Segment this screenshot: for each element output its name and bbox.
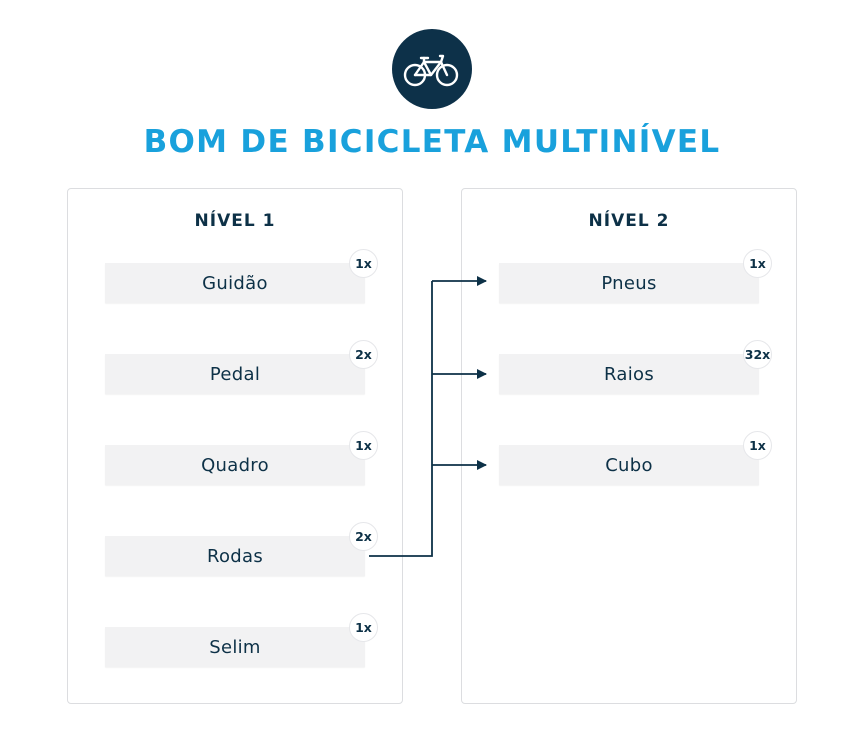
level-1-item-guidao[interactable]: Guidão 1x [105, 249, 378, 303]
level-2-item-raios[interactable]: Raios 32x [499, 340, 772, 394]
quantity-badge: 32x [743, 340, 772, 369]
level-1-title: NÍVEL 1 [194, 211, 276, 231]
item-label: Pneus [601, 273, 657, 294]
item-label: Raios [603, 364, 655, 385]
logo-badge [392, 29, 472, 109]
item-label: Quadro [201, 455, 269, 476]
level-1-panel: NÍVEL 1 Guidão 1x Pedal 2x Quadro 1x Rod… [67, 188, 403, 704]
item-label: Cubo [605, 455, 653, 476]
quantity-badge: 2x [349, 522, 378, 551]
level-1-item-quadro[interactable]: Quadro 1x [105, 431, 378, 485]
level-2-title: NÍVEL 2 [588, 211, 670, 231]
level-1-item-rodas[interactable]: Rodas 2x [105, 522, 378, 576]
item-label: Pedal [209, 364, 261, 385]
page-title: BOM DE BICICLETA MULTINÍVEL [143, 124, 721, 160]
quantity-badge: 1x [349, 613, 378, 642]
quantity-badge: 1x [349, 431, 378, 460]
quantity-badge: 2x [349, 340, 378, 369]
quantity-badge: 1x [743, 431, 772, 460]
item-label: Rodas [206, 546, 264, 567]
level-1-item-pedal[interactable]: Pedal 2x [105, 340, 378, 394]
level-2-item-cubo[interactable]: Cubo 1x [499, 431, 772, 485]
level-1-item-selim[interactable]: Selim 1x [105, 613, 378, 667]
quantity-badge: 1x [743, 249, 772, 278]
quantity-badge: 1x [349, 249, 378, 278]
connector-trunk [369, 281, 433, 557]
level-2-panel: NÍVEL 2 Pneus 1x Raios 32x Cubo 1x [461, 188, 797, 704]
bicycle-icon [403, 54, 459, 87]
item-label: Selim [209, 637, 261, 658]
level-2-item-pneus[interactable]: Pneus 1x [499, 249, 772, 303]
item-label: Guidão [202, 273, 268, 294]
